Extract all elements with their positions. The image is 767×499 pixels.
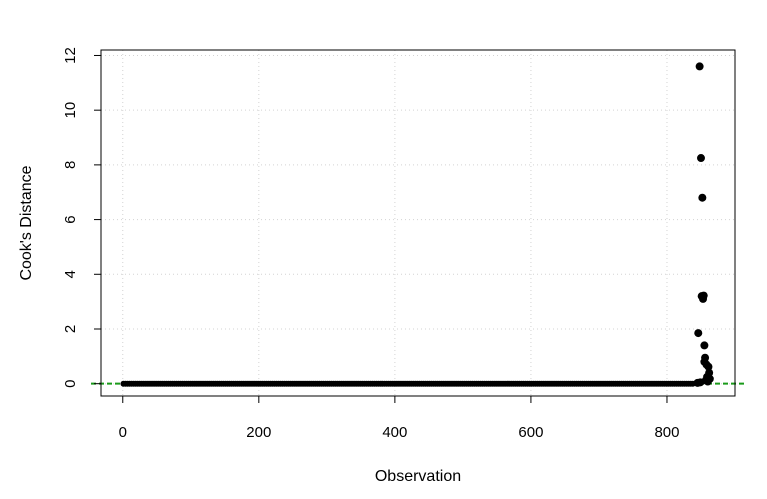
y-tick-label: 4 (62, 270, 79, 278)
axes: 0 200 400 600 800 0 2 4 6 8 10 12 (62, 47, 679, 441)
data-point (700, 341, 709, 350)
data-point (693, 378, 702, 387)
grid-lines (101, 50, 735, 396)
x-axis-title: Observation (375, 468, 461, 485)
x-tick-label: 600 (518, 424, 543, 441)
data-point (698, 193, 707, 202)
data-point (699, 294, 708, 303)
x-tick-label: 400 (382, 424, 407, 441)
data-point (696, 154, 705, 163)
y-tick-label: 8 (62, 161, 79, 169)
x-tick-label: 0 (119, 424, 127, 441)
x-tick-label: 200 (246, 424, 271, 441)
data-point (704, 362, 713, 371)
data-point (695, 62, 704, 71)
y-tick-label: 2 (62, 325, 79, 333)
data-point (694, 329, 703, 338)
y-tick-label: 6 (62, 215, 79, 223)
data-point (703, 377, 712, 386)
y-axis-title: Cook's Distance (18, 165, 35, 280)
y-tick-label: 12 (62, 47, 79, 64)
x-tick-label: 800 (654, 424, 679, 441)
data-points (120, 62, 714, 387)
y-tick-label: 0 (62, 380, 79, 388)
plot-frame (100, 49, 736, 397)
y-tick-label: 10 (62, 102, 79, 119)
